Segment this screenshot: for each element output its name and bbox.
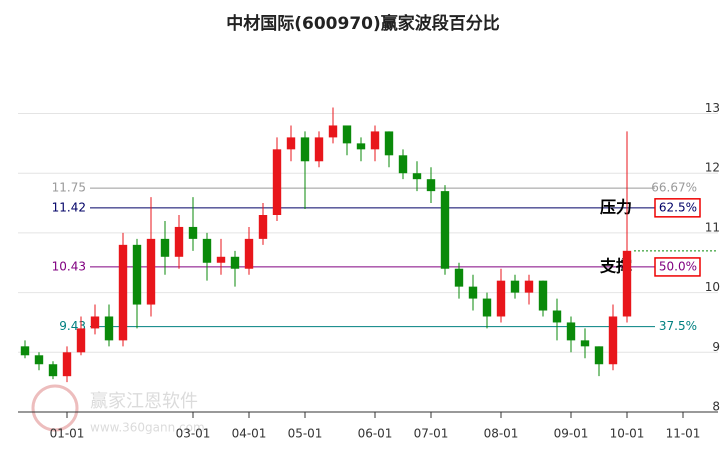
candle-body	[496, 280, 506, 317]
candle-body	[510, 280, 520, 293]
level-percent: 37.5%	[659, 319, 697, 333]
x-tick-label: 10-01	[610, 427, 645, 441]
x-tick-label: 05-01	[288, 427, 323, 441]
x-tick-label: 06-01	[358, 427, 393, 441]
candle-body	[370, 131, 380, 150]
candle-body	[622, 250, 632, 317]
candle-body	[146, 238, 156, 305]
candle-body	[286, 137, 296, 150]
x-tick-label: 11-01	[666, 427, 701, 441]
candle-body	[174, 226, 184, 257]
level-percent: 50.0%	[659, 259, 697, 273]
level-value: 10.43	[52, 259, 86, 273]
level-box	[654, 198, 701, 218]
candle-body	[342, 125, 352, 144]
candle-body	[398, 155, 408, 174]
candle-body	[20, 346, 30, 356]
watermark-name: 赢家江恩软件	[90, 390, 198, 412]
x-tick-label: 04-01	[232, 427, 267, 441]
level-value: 11.75	[52, 181, 86, 195]
candle-body	[230, 256, 240, 269]
candle-body	[594, 346, 604, 365]
candle-body	[384, 131, 394, 156]
candle-body	[524, 280, 534, 293]
candle-body	[314, 137, 324, 162]
y-tick-label: 12	[705, 161, 720, 175]
candle-body	[48, 364, 58, 377]
candle-body	[566, 322, 576, 341]
y-tick-label: 13	[705, 101, 720, 115]
level-percent: 66.67%	[651, 181, 697, 195]
level-value: 11.42	[52, 200, 86, 214]
candle-body	[454, 268, 464, 287]
y-tick-label: 11	[705, 220, 720, 234]
x-tick-label: 09-01	[554, 427, 589, 441]
candle-body	[300, 137, 310, 162]
candle-body	[132, 244, 142, 305]
candle-body	[202, 238, 212, 263]
x-tick-label: 07-01	[414, 427, 449, 441]
x-tick-label: 08-01	[484, 427, 519, 441]
level-note: 压力	[600, 197, 632, 216]
candle-body	[104, 316, 114, 341]
x-tick-label: 01-01	[50, 427, 85, 441]
candle-body	[440, 191, 450, 269]
chart-title: 中材国际(600970)赢家波段百分比	[226, 13, 500, 34]
candle-body	[272, 149, 282, 215]
candle-body	[216, 256, 226, 263]
candle-body	[426, 179, 436, 192]
candle-body	[328, 125, 338, 138]
y-tick-label: 9	[712, 340, 720, 354]
candle-body	[118, 244, 128, 341]
x-tick-label: 03-01	[176, 427, 211, 441]
level-percent: 62.5%	[659, 200, 697, 214]
candle-body	[468, 286, 478, 299]
candle-body	[482, 298, 492, 317]
y-tick-label: 8	[712, 400, 720, 414]
candle-body	[76, 328, 86, 353]
watermark-url: www.360gann.com	[90, 421, 205, 435]
watermark-logo	[31, 384, 79, 432]
candle-body	[62, 352, 72, 377]
candle-body	[90, 316, 100, 329]
candle-body	[356, 143, 366, 150]
candle-body	[258, 215, 268, 239]
candle-body	[34, 355, 44, 365]
candle-body	[552, 310, 562, 323]
candle-body	[580, 340, 590, 347]
watermark: 赢家江恩软件 www.360gann.com	[31, 384, 205, 435]
candle-body	[160, 238, 170, 257]
level-box	[654, 257, 701, 277]
candle-body	[188, 226, 198, 239]
candle-body	[538, 280, 548, 311]
candle-body	[412, 173, 422, 180]
candle-body	[608, 316, 618, 365]
y-tick-label: 10	[705, 280, 720, 294]
candle-body	[244, 238, 254, 269]
